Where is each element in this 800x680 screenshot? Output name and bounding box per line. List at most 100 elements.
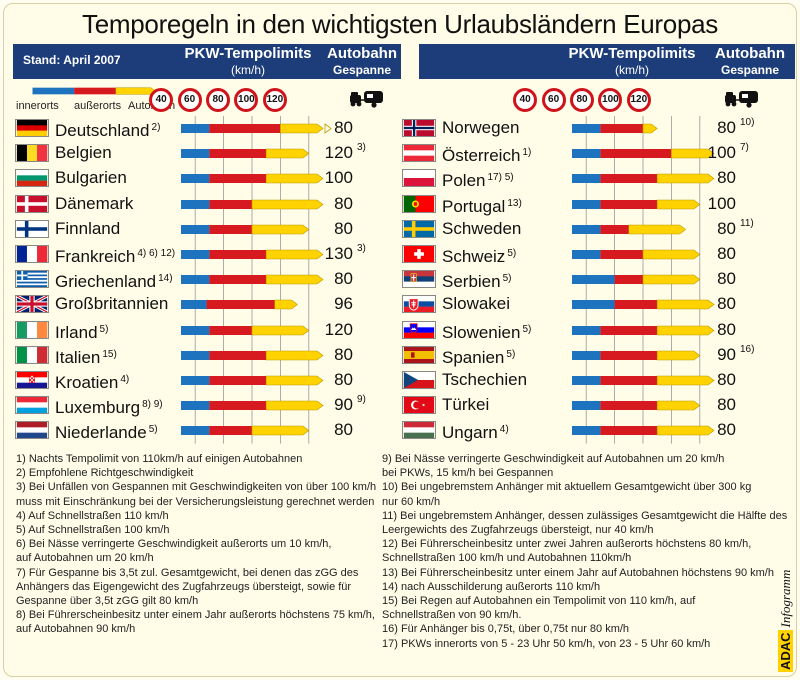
footnote-line: 3) Bei Unfällen von Gespannen mit Geschw… <box>16 481 377 494</box>
speed-bar <box>572 224 687 235</box>
bar-ausserorts <box>600 325 658 335</box>
speed-bar <box>181 400 324 411</box>
footnote-line: Gespanne über 3,5t zGG gilt 80 km/h <box>16 595 199 608</box>
country-row: Schweden 80 11) <box>400 217 796 241</box>
gespanne-value: 80 <box>334 218 353 238</box>
speed-bar <box>572 426 715 436</box>
gespanne-footnote-ref: 3) <box>357 243 366 254</box>
bar-innerorts <box>572 199 601 209</box>
footnote-line: Leergewichts des Zugfahrzeugs übersteigt… <box>382 524 654 537</box>
gespanne-value: 80 <box>717 420 736 440</box>
gespanne-value: 96 <box>334 294 353 314</box>
flag-icon <box>15 169 49 188</box>
adac-logo: ADAC <box>778 630 793 672</box>
bar-autobahn <box>671 148 715 159</box>
speed-bar <box>572 300 715 310</box>
country-row: Tschechien 80 <box>400 368 796 392</box>
country-label: Norwegen <box>442 118 520 137</box>
gespanne-value: 80 <box>334 370 353 389</box>
header-left: Stand: April 2007 PKW-Tempolimits (km/h)… <box>13 44 401 79</box>
country-label: Großbritannien <box>55 294 169 314</box>
flag-icon <box>15 421 49 440</box>
bar-ausserorts <box>600 224 629 234</box>
speed-bar <box>181 350 324 361</box>
footnote-line: 8) Bei Führerscheinbesitz unter einem Ja… <box>16 609 375 622</box>
country-label: Bulgarien <box>55 168 127 188</box>
bar-innerorts <box>181 199 210 209</box>
country-name: Bulgarien <box>55 168 127 188</box>
country-name: Polen 17) 5) <box>442 168 514 191</box>
bar-ausserorts <box>600 426 658 436</box>
flag-icon <box>15 144 49 163</box>
bar-autobahn <box>251 426 310 436</box>
footnote-line: 13) Bei Führerscheinbesitz unter einem J… <box>382 566 774 579</box>
car-trailer-icon <box>725 91 758 108</box>
speed-bar <box>572 174 715 184</box>
country-row: Portugal 13) 100 <box>400 192 796 216</box>
bar-ausserorts <box>209 199 252 209</box>
speed-bar <box>572 249 701 260</box>
country-label: Ungarn <box>442 423 498 443</box>
gespanne-value: 120 <box>324 319 353 339</box>
country-name: Finnland <box>55 219 120 239</box>
country-label: Niederlande <box>55 423 147 443</box>
speed-tick-right-120: 120 <box>626 88 651 112</box>
country-row: Bulgarien 100 <box>13 166 403 190</box>
infographic-frame: Temporegeln in den wichtigsten Urlaubslä… <box>3 3 797 677</box>
flag-icon <box>402 219 436 238</box>
country-footnote-ref: 5) <box>502 273 512 285</box>
speed-tick-right-60: 60 <box>541 88 566 112</box>
bar-ausserorts <box>209 350 267 360</box>
bar-ausserorts <box>206 300 275 310</box>
country-name: Slowenien 5) <box>442 320 531 343</box>
country-row: Frankreich 4) 6) 12) 130 3) <box>13 242 403 266</box>
country-label: Tschechien <box>442 370 528 389</box>
footnote-line: auf Autobahnen 90 km/h <box>16 623 136 636</box>
footnote-line: 15) Bei Regen auf Autobahnen ein Tempoli… <box>382 595 696 608</box>
footnote-line: 9) Bei Nässe verringerte Geschwindigkeit… <box>382 453 725 465</box>
country-label: Schweiz <box>442 247 506 266</box>
bar-autobahn <box>265 174 324 184</box>
bar-innerorts <box>572 426 601 436</box>
bar-innerorts <box>181 300 207 310</box>
bar-ausserorts <box>614 275 643 285</box>
country-label: Belgien <box>55 143 112 163</box>
country-name: Kroatien 4) <box>55 370 129 393</box>
bar-autobahn <box>251 199 324 209</box>
footnote-line: 1) Nachts Tempolimit von 110km/h auf ein… <box>16 453 303 465</box>
speed-bar <box>572 350 701 361</box>
bar-innerorts <box>181 376 210 385</box>
bar-innerorts <box>572 350 601 360</box>
gespanne-value: 80 <box>334 420 353 440</box>
gespanne-value: 80 <box>334 118 353 137</box>
speed-tick-left-60: 60 <box>177 88 202 112</box>
country-row: Polen 17) 5) 80 <box>400 166 796 190</box>
country-row: Schweiz 5) 80 <box>400 242 796 266</box>
country-name: Norwegen <box>442 118 520 138</box>
speed-bar <box>572 325 715 335</box>
gespanne-value: 100 <box>324 168 353 188</box>
bar-autobahn <box>656 400 701 411</box>
country-name: Irland 5) <box>55 320 108 343</box>
country-label: Spanien <box>442 347 505 367</box>
country-label: Polen <box>442 171 486 191</box>
country-label: Griechenland <box>55 272 157 292</box>
gespanne-value: 80 <box>717 118 736 137</box>
country-footnote-ref: 17) 5) <box>487 172 514 184</box>
speed-bar <box>181 148 310 159</box>
gespanne-value: 80 <box>717 168 736 188</box>
bar-innerorts <box>181 401 210 411</box>
bar-innerorts <box>181 224 210 234</box>
country-footnote-ref: 14) <box>158 273 173 285</box>
footnote-line: bei PKWs, 15 km/h bei Gespannen <box>382 467 554 480</box>
adac-credit: ADAC Infogramm <box>778 552 793 672</box>
speed-bar <box>181 224 310 235</box>
flag-icon <box>15 270 49 289</box>
country-label: Deutschland <box>55 121 150 140</box>
country-row: Ungarn 4) 80 <box>400 418 796 442</box>
country-row: Österreich 1) 100 7) <box>400 141 796 165</box>
country-row: Norwegen 80 10) <box>400 116 796 140</box>
country-footnote-ref: 5) <box>99 323 109 335</box>
footnote-line: auf Autobahnen um 20 km/h <box>16 552 154 565</box>
country-name: Ungarn 4) <box>442 420 509 443</box>
